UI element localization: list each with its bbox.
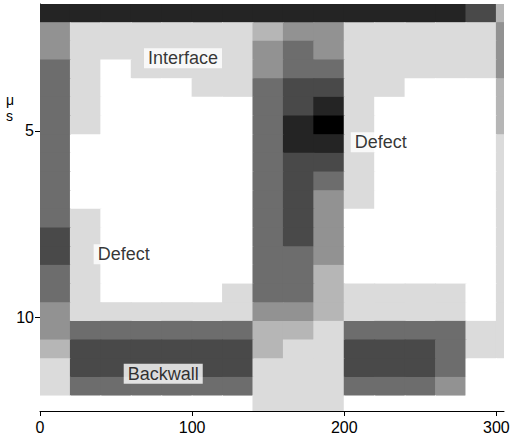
svg-text:Interface: Interface [148,48,218,68]
svg-text:0: 0 [36,419,45,436]
svg-text:300: 300 [483,419,510,436]
svg-text:10: 10 [16,309,34,326]
svg-text:s: s [6,108,13,124]
svg-text:μ: μ [6,92,14,108]
svg-text:Backwall: Backwall [128,364,199,384]
svg-text:5: 5 [25,122,34,139]
svg-text:Defect: Defect [98,244,150,264]
svg-text:200: 200 [331,419,358,436]
svg-text:Defect: Defect [355,132,407,152]
svg-text:100: 100 [179,419,206,436]
